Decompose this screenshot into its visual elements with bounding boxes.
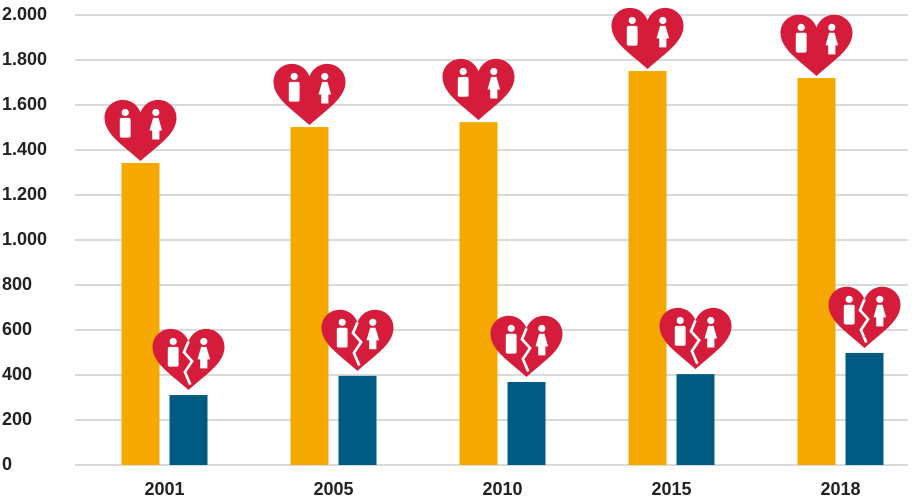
person-body [487, 76, 501, 99]
person-body [626, 25, 638, 46]
person-head [321, 72, 329, 81]
person-head [845, 295, 853, 303]
heart [321, 309, 394, 371]
person-body [149, 117, 163, 140]
person-head [152, 108, 160, 117]
crack [858, 298, 870, 344]
person-body [843, 304, 855, 325]
x-tick-label: 2015 [651, 479, 691, 499]
x-tick-label: 2001 [144, 479, 184, 499]
person-body [119, 117, 131, 138]
person-body [197, 346, 211, 369]
person-body [336, 327, 348, 348]
heart [442, 58, 515, 121]
heart-icon [273, 63, 346, 126]
person-body [825, 32, 839, 55]
heart [780, 14, 853, 77]
person-head [169, 337, 177, 346]
heart [659, 307, 732, 370]
crack [520, 327, 532, 373]
person-body [288, 81, 300, 102]
person-head [200, 337, 208, 346]
broken-heart-icon [321, 309, 394, 371]
person-head [369, 318, 377, 326]
crack [351, 321, 363, 367]
heart [490, 315, 563, 377]
y-tick-label: 200 [2, 409, 32, 429]
heart-icon [442, 58, 515, 121]
person-body [873, 304, 887, 327]
y-tick-label: 1.600 [2, 94, 47, 114]
bar [507, 381, 546, 465]
bar [797, 78, 836, 465]
person-head [338, 318, 346, 326]
y-tick-label: 2.000 [2, 4, 47, 24]
person-head [828, 23, 836, 31]
y-tick-label: 1.400 [2, 139, 47, 159]
person-head [707, 316, 715, 325]
heart [273, 63, 346, 126]
heart-icon [780, 14, 853, 77]
heart [152, 328, 225, 391]
bar [459, 122, 498, 465]
bar [338, 375, 377, 465]
crack [182, 340, 194, 386]
person-body [167, 346, 179, 367]
y-tick-label: 1.000 [2, 229, 47, 249]
person-body [366, 327, 380, 350]
bar [845, 352, 884, 465]
heart [104, 99, 177, 162]
person-body [656, 25, 670, 48]
heart-icon [611, 7, 684, 70]
person-head [676, 316, 684, 325]
bar [628, 71, 667, 466]
x-tick-label: 2018 [820, 479, 860, 499]
bar [169, 395, 208, 465]
broken-heart-icon [152, 328, 225, 391]
person-body [505, 333, 517, 354]
heart [611, 7, 684, 70]
person-head [290, 72, 298, 81]
person-body [704, 325, 718, 348]
broken-heart-icon [490, 315, 563, 377]
broken-heart-icon [828, 286, 901, 348]
heart [828, 286, 901, 348]
person-head [876, 295, 884, 303]
bar [676, 374, 715, 465]
crack [689, 319, 701, 365]
person-body [795, 32, 807, 53]
x-tick-label: 2005 [313, 479, 353, 499]
heart-icon [104, 99, 177, 162]
person-head [538, 324, 546, 332]
person-head [121, 108, 129, 117]
person-body [318, 81, 332, 104]
broken-heart-icon [659, 307, 732, 370]
y-tick-label: 400 [2, 364, 32, 384]
y-tick-label: 800 [2, 274, 32, 294]
y-tick-label: 0 [2, 454, 12, 474]
person-head [659, 16, 667, 25]
person-body [457, 76, 469, 97]
y-tick-label: 1.800 [2, 49, 47, 69]
person-head [628, 16, 636, 25]
person-head [490, 67, 498, 76]
person-body [674, 325, 686, 346]
y-tick-label: 600 [2, 319, 32, 339]
bar [290, 127, 329, 466]
bar [121, 163, 160, 466]
person-head [459, 67, 467, 76]
y-tick-label: 1.200 [2, 184, 47, 204]
person-head [797, 23, 805, 31]
person-body [535, 333, 549, 356]
person-head [507, 324, 515, 332]
x-tick-label: 2010 [482, 479, 522, 499]
